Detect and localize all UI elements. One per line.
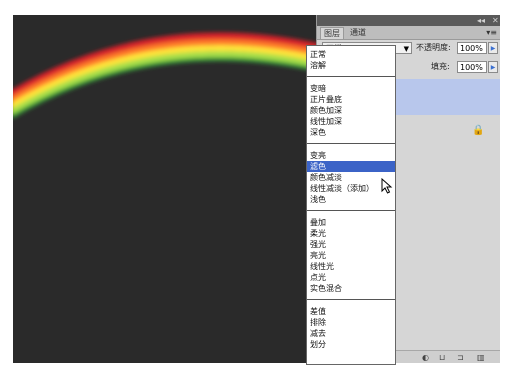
fill-stepper-icon[interactable]: ▶ <box>488 61 498 73</box>
blend-mode-option[interactable]: 变亮 <box>310 151 326 160</box>
blend-mode-option[interactable]: 减去 <box>310 329 326 338</box>
dropdown-separator <box>307 143 395 144</box>
panel-tabs: 图层 通道 ▾≡ <box>317 26 500 40</box>
blend-mode-option[interactable]: 划分 <box>310 340 326 349</box>
tab-layers[interactable]: 图层 <box>320 27 344 39</box>
blend-mode-option[interactable]: 深色 <box>310 128 326 137</box>
collapse-icon[interactable]: ◂◂ <box>477 16 486 25</box>
dropdown-separator <box>307 299 395 300</box>
blend-mode-option[interactable]: 正常 <box>310 50 326 59</box>
trash-icon[interactable]: ▥ <box>477 353 485 362</box>
blend-mode-option[interactable]: 差值 <box>310 307 326 316</box>
fill-label: 填充: <box>431 62 450 71</box>
blend-mode-option[interactable]: 叠加 <box>310 218 326 227</box>
folder-icon[interactable]: ⊔ <box>439 353 446 362</box>
blend-mode-option[interactable]: 线性加深 <box>310 117 342 126</box>
blend-mode-option[interactable]: 颜色加深 <box>310 106 342 115</box>
blend-mode-option[interactable]: 溶解 <box>310 61 326 70</box>
chevron-down-icon: ▼ <box>403 45 409 53</box>
blend-mode-option[interactable]: 柔光 <box>310 229 326 238</box>
opacity-stepper-icon[interactable]: ▶ <box>488 42 498 54</box>
cursor-arrow-icon <box>381 178 393 194</box>
close-icon[interactable]: ✕ <box>492 16 499 25</box>
fill-row: 填充: 100% ▶ <box>317 59 500 75</box>
panel-menu-icon[interactable]: ▾≡ <box>486 28 497 37</box>
dropdown-separator <box>307 76 395 77</box>
blend-mode-option[interactable]: 实色混合 <box>310 284 342 293</box>
adjustment-icon[interactable]: ◐ <box>422 353 429 362</box>
dropdown-separator <box>307 210 395 211</box>
blend-mode-option[interactable]: 线性减淡（添加） <box>310 184 374 193</box>
blend-mode-option[interactable]: 亮光 <box>310 251 326 260</box>
fill-input[interactable]: 100% <box>457 61 487 73</box>
blend-mode-option[interactable]: 线性光 <box>310 262 334 271</box>
blend-mode-option[interactable]: 强光 <box>310 240 326 249</box>
panel-title-bar: ◂◂ ✕ <box>317 15 500 26</box>
blend-mode-option[interactable]: 排除 <box>310 318 326 327</box>
blend-mode-dropdown: 正常溶解变暗正片叠底颜色加深线性加深深色变亮 滤色 颜色减淡线性减淡（添加） 浅色叠加… <box>306 45 396 365</box>
tab-channels[interactable]: 通道 <box>350 28 366 37</box>
blend-mode-option[interactable]: 正片叠底 <box>310 95 342 104</box>
blend-mode-option[interactable]: 点光 <box>310 273 326 282</box>
opacity-input[interactable]: 100% <box>457 42 487 54</box>
blend-mode-option[interactable]: 滤色 <box>307 161 395 172</box>
blend-mode-option[interactable]: 变暗 <box>310 84 326 93</box>
opacity-label: 不透明度: <box>416 43 451 52</box>
screenshot-frame: ◂◂ ✕ 图层 通道 ▾≡ 正常 ▼ 不透明度: 100% ▶ 填充: 100%… <box>13 15 500 363</box>
blend-mode-option[interactable]: 浅色 <box>310 195 326 204</box>
new-layer-icon[interactable]: ⊐ <box>457 353 464 362</box>
lock-icon: 🔒 <box>472 125 485 136</box>
blend-mode-option[interactable]: 颜色减淡 <box>310 173 342 182</box>
rainbow-graphic <box>13 32 347 118</box>
